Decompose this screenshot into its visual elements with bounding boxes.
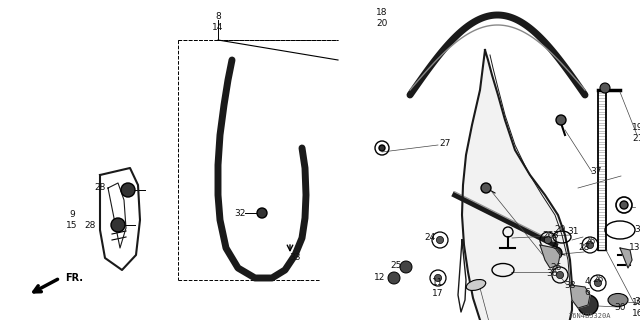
Circle shape: [595, 279, 602, 287]
Text: 13: 13: [629, 244, 640, 252]
Circle shape: [435, 274, 442, 282]
Circle shape: [550, 247, 562, 259]
Text: 38: 38: [564, 281, 576, 290]
Text: 10
16: 10 16: [632, 298, 640, 318]
Circle shape: [379, 145, 385, 151]
Text: T6N4B5320A: T6N4B5320A: [569, 313, 611, 319]
Circle shape: [436, 236, 444, 244]
Text: FR.: FR.: [65, 273, 83, 283]
Text: 26: 26: [550, 263, 562, 273]
Ellipse shape: [608, 293, 628, 307]
Circle shape: [481, 183, 491, 193]
Circle shape: [586, 241, 594, 249]
Ellipse shape: [467, 280, 486, 291]
Text: 26: 26: [592, 276, 604, 284]
Text: 7: 7: [639, 203, 640, 212]
Circle shape: [556, 115, 566, 125]
Circle shape: [600, 83, 610, 93]
Circle shape: [111, 218, 125, 232]
Text: 28: 28: [94, 183, 106, 193]
Text: 35: 35: [634, 226, 640, 235]
Text: 26: 26: [542, 231, 554, 241]
Text: 3
5: 3 5: [552, 231, 558, 251]
Text: 24: 24: [424, 234, 436, 243]
Text: 8
14: 8 14: [212, 12, 224, 32]
Text: 36: 36: [547, 268, 557, 277]
Text: 19
21: 19 21: [632, 123, 640, 143]
Circle shape: [578, 295, 598, 315]
Polygon shape: [620, 248, 632, 268]
Text: 37: 37: [590, 167, 602, 177]
Text: 12: 12: [374, 274, 386, 283]
Text: 26: 26: [584, 236, 596, 245]
Text: 30: 30: [614, 303, 626, 313]
Circle shape: [620, 201, 628, 209]
Text: 25: 25: [390, 260, 402, 269]
Polygon shape: [570, 285, 590, 308]
Polygon shape: [462, 50, 572, 320]
Text: 31: 31: [567, 227, 579, 236]
Circle shape: [121, 183, 135, 197]
Text: 27: 27: [439, 139, 451, 148]
Text: 28: 28: [579, 244, 589, 252]
Circle shape: [545, 236, 552, 244]
Text: 18
20: 18 20: [376, 8, 388, 28]
Text: 34: 34: [634, 298, 640, 307]
Circle shape: [400, 261, 412, 273]
Text: 33: 33: [289, 253, 301, 262]
Text: 11
17: 11 17: [432, 278, 444, 298]
Text: 4
6: 4 6: [584, 277, 590, 297]
Text: 32: 32: [234, 209, 246, 218]
Text: 28: 28: [84, 220, 96, 229]
Circle shape: [388, 272, 400, 284]
Text: 9
15: 9 15: [67, 210, 77, 230]
Text: 29: 29: [554, 226, 566, 235]
Polygon shape: [540, 245, 560, 268]
Circle shape: [257, 208, 267, 218]
Circle shape: [556, 271, 564, 279]
